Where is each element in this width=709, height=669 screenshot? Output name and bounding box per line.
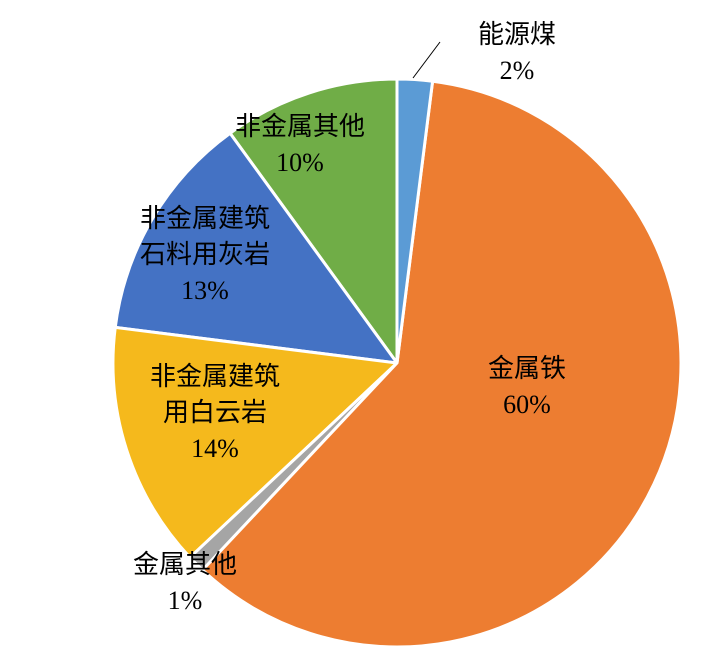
pie-slice: [111, 325, 401, 560]
leader-line: [412, 41, 441, 79]
pie-slice: [200, 79, 683, 649]
slice-value: 60%: [503, 390, 551, 419]
slice-label: 能源煤 2%: [449, 17, 585, 89]
slice-value: 2%: [499, 56, 535, 85]
slice-value: 1%: [167, 586, 203, 615]
slice-label: 金属铁 60%: [459, 351, 595, 423]
slice-label: 非金属建筑用白云岩 14%: [147, 359, 283, 467]
slice-name: 非金属建筑石料用灰岩: [139, 204, 270, 269]
slice-value: 13%: [181, 276, 229, 305]
slice-value: 10%: [276, 148, 324, 177]
slice-value: 14%: [191, 434, 239, 463]
pie-slice: [113, 131, 401, 365]
slice-label: 金属其他 1%: [117, 547, 253, 619]
slice-label: 非金属建筑石料用灰岩 13%: [137, 201, 273, 309]
pie-slice: [395, 77, 435, 364]
slice-name: 金属其他: [132, 550, 237, 579]
slice-name: 非金属其他: [234, 112, 365, 141]
slice-name: 金属铁: [487, 354, 566, 383]
slice-name: 非金属建筑用白云岩: [149, 362, 280, 427]
pie-slice: [227, 77, 399, 368]
slice-label: 非金属其他 10%: [232, 109, 368, 181]
slice-name: 能源煤: [477, 20, 556, 49]
